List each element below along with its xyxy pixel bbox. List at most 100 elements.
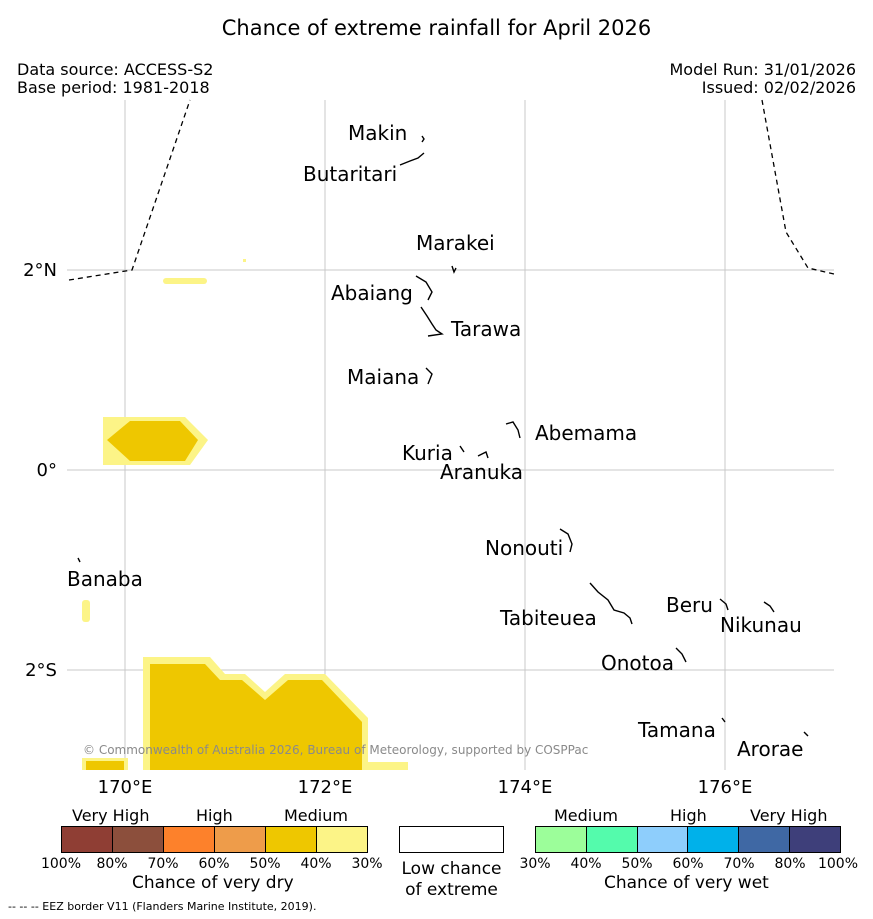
dry-tick: 80% (96, 856, 128, 872)
wet-swatch (536, 827, 587, 852)
place-label: Tabiteuea (499, 606, 597, 630)
island-abaiang (415, 275, 433, 301)
area-dry-40-50-equator (107, 421, 198, 461)
place-label: Arorae (737, 737, 803, 761)
dry-tick: 40% (300, 856, 332, 872)
wet-legend-title: Chance of very wet (604, 873, 769, 893)
dry-category-medium: Medium (284, 806, 348, 825)
eez-borders (68, 99, 835, 281)
place-label: Onotoa (601, 651, 674, 675)
wet-tick: 70% (723, 856, 755, 872)
x-tick-label: 170°E (98, 777, 153, 798)
island-nonouti (559, 528, 573, 553)
low-chance-swatch (399, 826, 504, 853)
dry-tick: 50% (249, 856, 281, 872)
eez-border-east (761, 99, 835, 275)
dry-swatch (164, 827, 215, 852)
place-label: Banaba (67, 567, 143, 591)
axis-labels: 170°E 172°E 174°E 176°E 2°S 0° 2°N (23, 260, 752, 798)
issued-text: Issued: 02/02/2026 (701, 78, 856, 97)
wet-tick: 40% (570, 856, 602, 872)
place-label: Abaiang (331, 281, 413, 305)
base-period-text: Base period: 1981-2018 (17, 78, 210, 97)
wet-swatch (739, 827, 791, 852)
wet-swatch (586, 827, 638, 852)
area-dry-40-50-south (150, 664, 362, 770)
wet-tick: 50% (621, 856, 653, 872)
dry-tick: 60% (198, 856, 230, 872)
place-label: Beru (666, 593, 713, 617)
low-chance-label-line2: of extreme (405, 880, 498, 900)
eez-source-note: -- -- -- EEZ border V11 (Flanders Marine… (8, 900, 317, 913)
wet-tick: 80% (774, 856, 806, 872)
eez-border-west (68, 99, 191, 281)
island-banaba (77, 557, 81, 563)
wet-category-high: High (670, 806, 707, 825)
place-label: Nonouti (485, 536, 563, 560)
island-maiana (425, 367, 433, 385)
wet-swatch (637, 827, 689, 852)
area-dry-30-40-banaba (82, 600, 90, 622)
map-figure: Makin Butaritari Marakei Abaiang Tarawa … (23, 99, 835, 798)
island-makin (421, 135, 425, 143)
area-dry-30-40-north (163, 278, 207, 284)
copyright-text: © Commonwealth of Australia 2026, Bureau… (83, 743, 588, 757)
island-abemama (505, 421, 521, 439)
wet-tick: 60% (672, 856, 704, 872)
wet-tick: 100% (817, 856, 859, 872)
x-tick-label: 176°E (698, 777, 753, 798)
low-chance-label-line1: Low chance (401, 859, 502, 879)
data-source-text: Data source: ACCESS-S2 (17, 60, 214, 79)
island-nikunau (763, 601, 775, 613)
island-arorae (803, 731, 809, 737)
wet-category-medium: Medium (554, 806, 618, 825)
x-tick-label: 172°E (298, 777, 353, 798)
area-dry-30-40-speck (243, 259, 246, 262)
island-tabiteuea (589, 582, 633, 625)
wet-swatch (688, 827, 740, 852)
y-tick-label: 2°N (23, 260, 57, 281)
place-label: Marakei (416, 231, 495, 255)
rainfall-areas (82, 259, 408, 770)
dry-swatch (113, 827, 164, 852)
place-label: Makin (348, 121, 407, 145)
place-label: Maiana (347, 365, 419, 389)
place-label: Tarawa (450, 317, 521, 341)
place-label: Abemama (535, 421, 637, 445)
dry-swatch (62, 827, 113, 852)
island-kuria (459, 445, 465, 453)
place-label: Aranuka (440, 460, 523, 484)
place-label: Butaritari (303, 162, 397, 186)
dry-swatch (317, 827, 367, 852)
island-beru (719, 598, 729, 611)
dry-swatch (215, 827, 266, 852)
wet-tick: 30% (519, 856, 551, 872)
y-tick-label: 2°S (25, 660, 57, 681)
x-tick-label: 174°E (498, 777, 553, 798)
island-aranuka (477, 451, 489, 459)
wet-swatch (790, 827, 840, 852)
dry-colorbar (61, 826, 368, 853)
island-butaritari (399, 152, 425, 166)
y-tick-label: 0° (37, 460, 57, 481)
dry-category-high: High (196, 806, 233, 825)
dry-tick: 100% (40, 856, 82, 872)
wet-colorbar (535, 826, 841, 853)
place-label: Nikunau (720, 613, 802, 637)
dry-tick: 30% (351, 856, 383, 872)
place-labels: Makin Butaritari Marakei Abaiang Tarawa … (67, 121, 803, 761)
area-dry-40-50-south-west (86, 761, 124, 770)
place-label: Kuria (402, 441, 453, 465)
islands (77, 135, 809, 737)
island-tamana (721, 717, 726, 723)
place-label: Tamana (637, 718, 716, 742)
island-onotoa (675, 647, 687, 663)
wet-category-very-high: Very High (750, 806, 828, 825)
model-run-text: Model Run: 31/01/2026 (669, 60, 857, 79)
island-tarawa (420, 306, 444, 337)
island-marakei (451, 265, 457, 274)
dry-category-very-high: Very High (72, 806, 150, 825)
map-title: Chance of extreme rainfall for April 202… (221, 16, 652, 40)
dry-swatch (266, 827, 317, 852)
dry-legend-title: Chance of very dry (132, 873, 294, 893)
